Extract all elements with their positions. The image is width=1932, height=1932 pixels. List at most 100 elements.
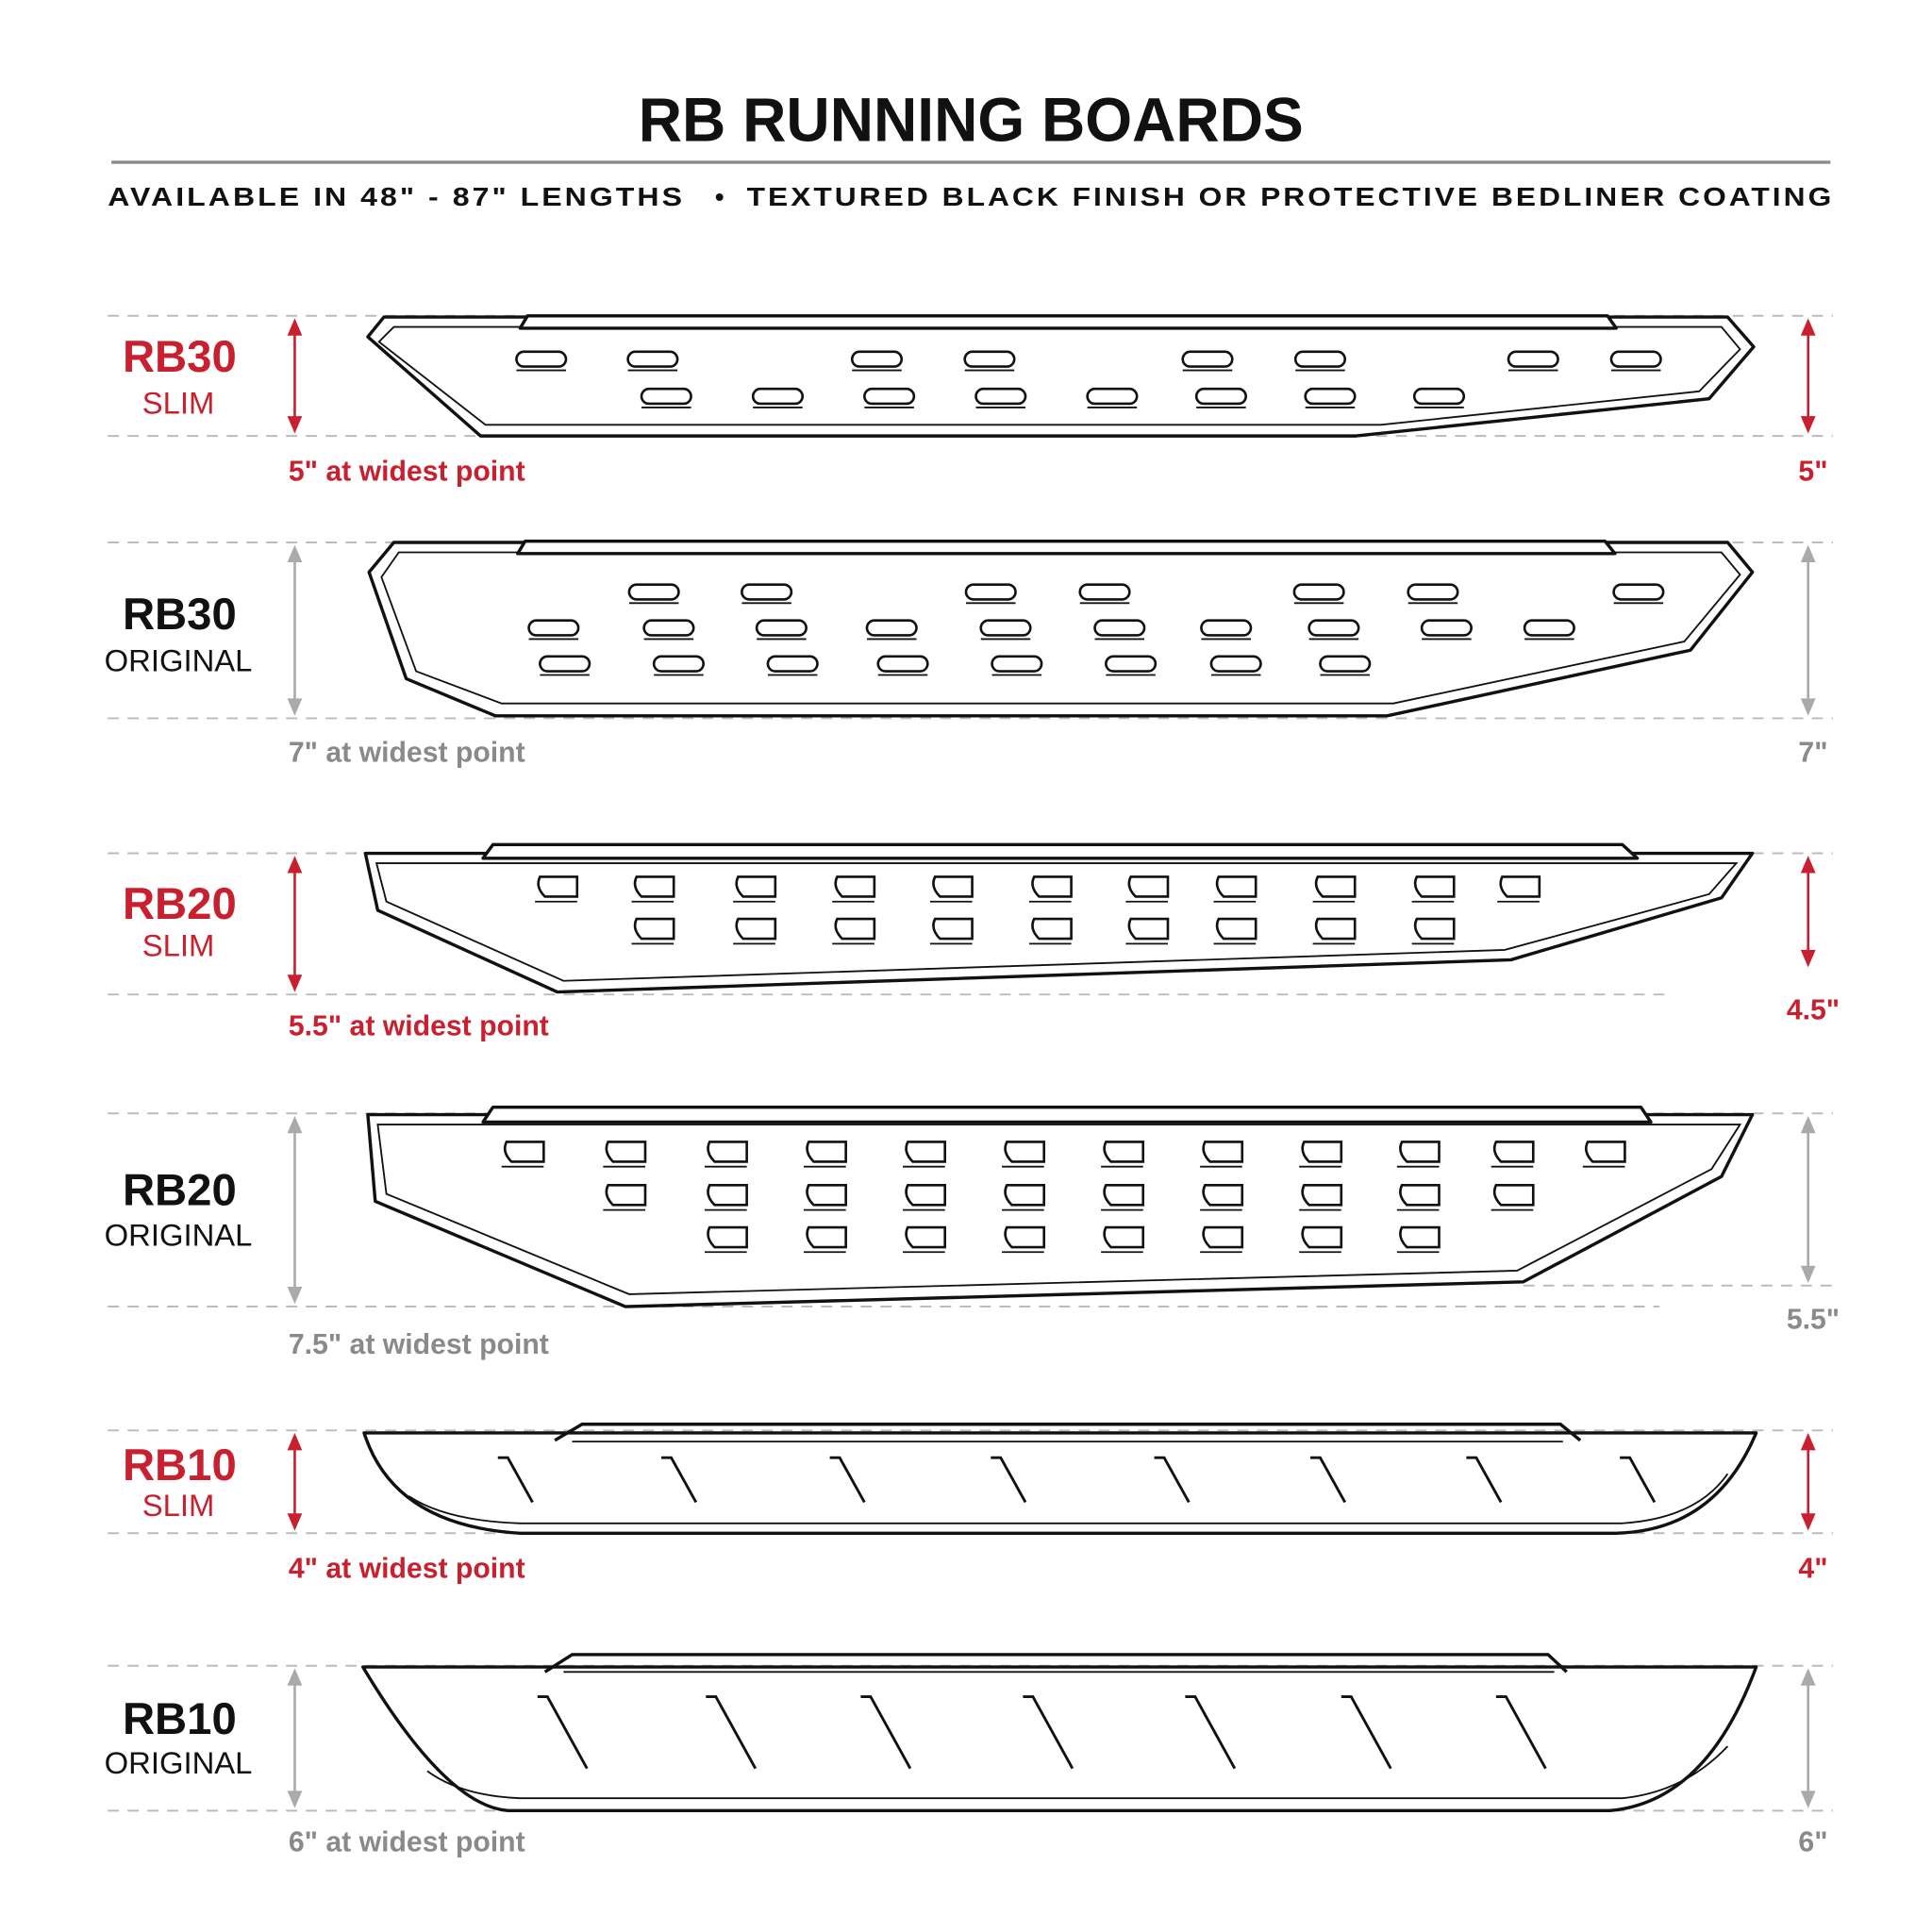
tread-slot [1194,387,1248,406]
tread-slash [829,1456,866,1504]
tread-slot [1319,655,1372,673]
tread-slot [1507,350,1559,368]
arrow-up-icon [1800,1115,1816,1134]
tread-slot [1585,1141,1626,1163]
width-caption: 6" at widest point [289,1827,525,1858]
tread-slot [1004,1225,1046,1249]
board-drawing [366,314,1756,438]
width-caption: 5" at widest point [289,456,525,487]
tread-slot [1105,655,1158,673]
tread-slot [735,917,777,941]
tread-slot [1004,1184,1046,1207]
tread-slot [626,350,679,368]
tread-slash [1185,1695,1237,1770]
arrow-down-icon [287,1790,303,1808]
width-caption: 7.5" at widest point [289,1329,549,1360]
model-name: RB20 [123,879,237,929]
tread-slot [1399,1141,1441,1163]
arrow-down-icon [1800,1790,1816,1808]
tread-slot [963,350,1016,368]
tread-slash [1495,1695,1547,1770]
tread-slot [905,1184,946,1207]
board-inner-edge [375,862,1739,982]
tread-slot [1202,1141,1244,1163]
height-arrow-left [287,856,303,992]
right-measurement: 5.5" [1787,1305,1840,1336]
tread-slot [865,619,918,637]
board-outline [366,1112,1755,1308]
tread-slot [1093,619,1146,637]
tread-slot [1301,1184,1343,1207]
height-arrow-right [1800,318,1816,434]
height-arrow-left [287,1432,303,1531]
height-arrow-left [287,318,303,434]
tread-slot [991,655,1043,673]
tread-slot [766,655,819,673]
tread-slot [1181,350,1234,368]
arrow-up-icon [1800,1668,1816,1686]
model-variant: SLIM [142,385,215,420]
tread-slot [1307,619,1360,637]
tread-slot [1103,1184,1145,1207]
tread-slot [642,619,695,637]
height-arrow-right [1800,1115,1816,1284]
arrow-up-icon [287,318,303,336]
model-name: RB30 [123,332,237,382]
tread-slot [1127,917,1170,941]
model-name: RB10 [123,1694,237,1744]
tread-slot [1420,619,1473,637]
tread-slot [1412,387,1466,406]
arrow-down-icon [1800,1513,1816,1531]
height-arrow-left [287,1115,303,1305]
tread-slot [1314,875,1357,898]
height-arrow-left [287,544,303,716]
tread-slash [1154,1456,1191,1504]
tread-slot [1127,875,1170,898]
arrow-down-icon [287,974,303,992]
board-top-strip [481,842,1640,860]
tread-slash [661,1456,698,1504]
arrow-down-icon [287,1513,303,1531]
board-top-strip [516,539,1617,556]
tread-slot [640,387,692,406]
tread-slot [1413,917,1456,941]
height-arrow-right [1800,544,1816,716]
board-outline [366,315,1756,438]
tread-slot [1499,875,1541,898]
tread-slot [905,1225,946,1249]
right-measurement: 5" [1798,456,1827,487]
tread-slot [876,655,929,673]
tread-slot [1612,583,1665,601]
tread-slot [1492,1141,1535,1163]
tread-slash [860,1695,912,1770]
arrow-down-icon [287,698,303,716]
board-drawing [366,1105,1755,1308]
tread-slot [1523,619,1575,637]
model-variant: SLIM [142,1488,215,1523]
arrow-down-icon [1800,698,1816,716]
arrow-up-icon [287,1668,303,1686]
board-inner-edge [426,1745,1729,1800]
tread-slot [1304,387,1357,406]
tread-slot [834,875,876,898]
tread-slash [1309,1456,1346,1504]
tread-slot [1413,875,1456,898]
height-arrow-left [287,1668,303,1808]
tread-slot [755,619,808,637]
width-caption: 4" at widest point [289,1554,525,1585]
tread-slot [503,1141,545,1163]
tread-slot [806,1184,847,1207]
model-variant: SLIM [142,927,215,962]
board-outline [360,1665,1758,1813]
tread-slot [834,917,876,941]
model-variant: ORIGINAL [105,643,253,678]
tread-slot [652,655,705,673]
tread-slot [1301,1141,1343,1163]
right-measurement: 4.5" [1787,994,1840,1025]
arrow-up-icon [1800,856,1816,874]
right-measurement: 4" [1798,1554,1827,1585]
